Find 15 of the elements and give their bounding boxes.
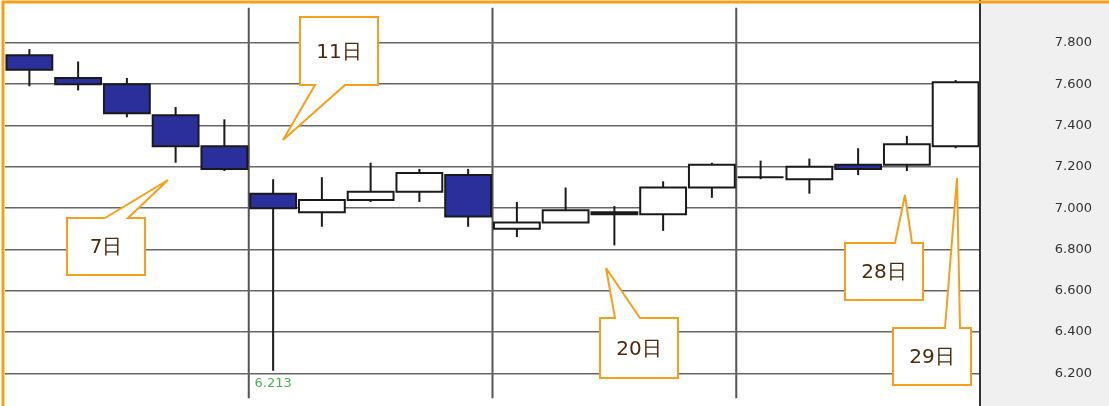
annotation: 20日 [615, 334, 663, 362]
annotation: 28日 [860, 258, 908, 285]
annotation: 29日 [908, 343, 956, 370]
y-tick-label: 6.800 [1054, 240, 1092, 256]
y-tick-label: 7.600 [1054, 75, 1092, 91]
y-tick-label: 6.600 [1054, 282, 1092, 298]
y-tick-label: 7.000 [1054, 199, 1092, 215]
y-tick-label: 6.200 [1054, 364, 1092, 380]
y-tick-label: 7.200 [1054, 158, 1092, 174]
annotation: 11日 [315, 37, 363, 65]
y-tick-label: 7.400 [1054, 116, 1092, 132]
y-tick-label: 6.400 [1054, 323, 1092, 339]
y-tick-label: 7.800 [1054, 34, 1092, 50]
annotation: 7日 [88, 233, 124, 260]
annotation: 6.213 [254, 375, 292, 391]
